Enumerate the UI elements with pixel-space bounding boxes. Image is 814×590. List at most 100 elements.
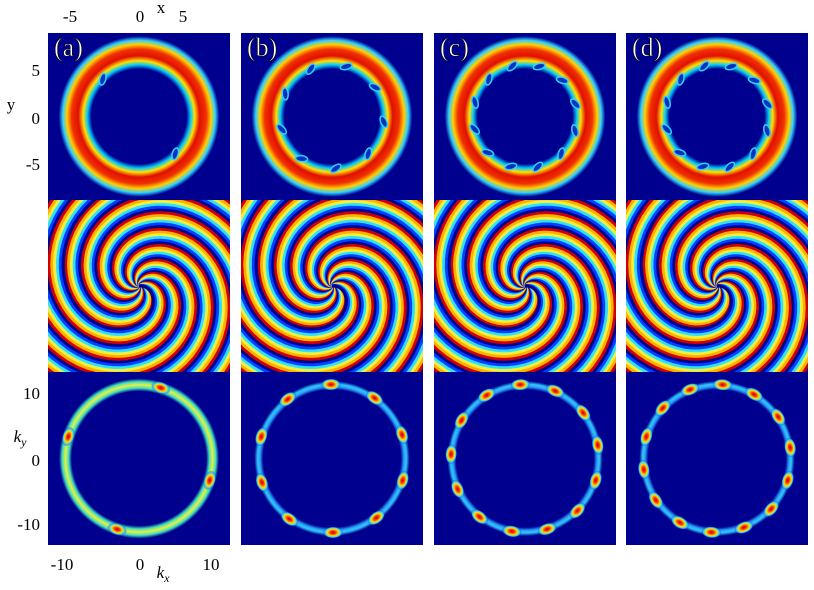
k-blob: [320, 378, 341, 391]
phase-stripe: [241, 256, 393, 372]
vortex: [557, 147, 566, 161]
phase-stripe: [88, 202, 230, 307]
k-blob: [323, 526, 344, 539]
k-blob: [591, 435, 604, 455]
phase-stripe: [241, 200, 362, 347]
phase-stripe: [48, 267, 187, 367]
panel-density: [48, 33, 230, 200]
k-blob: [648, 491, 664, 510]
k-blob: [680, 382, 700, 397]
phase-stripe: [241, 200, 375, 361]
phase-stripe: [257, 200, 423, 329]
tick-label: 5: [32, 61, 41, 80]
vortex: [662, 95, 671, 109]
vortex: [569, 98, 581, 110]
phase-stripe: [241, 200, 364, 350]
phase-stripe: [472, 200, 616, 309]
k-blob: [470, 509, 489, 525]
phase-stripe: [86, 200, 230, 309]
phase-stripe: [114, 230, 228, 372]
phase-stripe: [268, 200, 423, 318]
phase-stripe: [434, 200, 557, 350]
panel-label: (d): [632, 33, 662, 62]
phase-stripe: [111, 227, 230, 372]
phase-stripe: [434, 200, 560, 353]
phase-stripe: [48, 261, 195, 372]
phase-stripe: [626, 267, 765, 367]
phase-stripe: [107, 222, 230, 372]
vortex: [364, 147, 373, 161]
phase-stripe: [48, 200, 179, 358]
phase-stripe: [480, 208, 616, 372]
tick-label: 10: [203, 555, 220, 574]
phase-stripe: [434, 200, 553, 345]
phase-stripe: [466, 200, 616, 314]
phase-stripe: [265, 200, 423, 321]
phase-stripe: [664, 200, 808, 309]
vortex: [506, 60, 518, 72]
phase-stripe: [295, 216, 423, 372]
phase-stripe: [434, 246, 597, 372]
k-blob: [450, 479, 465, 499]
phase-stripe: [246, 200, 355, 339]
phase-stripe: [642, 200, 808, 329]
panel-phase: [626, 200, 808, 372]
tick-label: 0: [136, 7, 145, 26]
phase-stripe: [434, 265, 576, 370]
phase-stripe: [287, 208, 423, 372]
phase-stripe: [58, 200, 158, 334]
phase-stripe: [48, 258, 198, 372]
k-blob: [589, 470, 603, 491]
panel-phase: [48, 200, 230, 372]
axis-label: x: [157, 0, 166, 17]
vortex: [276, 123, 288, 135]
phase-stripe: [464, 200, 616, 316]
vortex: [532, 62, 546, 71]
k-blob: [637, 459, 650, 480]
phase-stripe: [626, 200, 752, 353]
phase-stripe: [241, 246, 404, 372]
vortex: [470, 95, 479, 109]
phase-stripe: [626, 200, 757, 358]
phase-stripe: [241, 261, 388, 372]
phase-stripe: [680, 216, 808, 372]
phase-stripe: [698, 238, 798, 372]
phase-stripe: [669, 205, 808, 305]
k-blob: [537, 522, 557, 536]
vortex: [484, 72, 493, 86]
phase-stripe: [241, 200, 369, 356]
phase-stripe: [48, 249, 209, 372]
vortex: [379, 115, 389, 129]
panel-phase: [434, 200, 616, 372]
vortex: [571, 124, 580, 138]
phase-stripe: [241, 200, 377, 364]
k-ring: [59, 378, 219, 539]
k-blob: [61, 426, 75, 447]
phase-stripe: [455, 200, 616, 323]
k-blob: [744, 387, 764, 402]
k-blob: [365, 390, 384, 406]
label-sub: y: [20, 435, 27, 449]
phase-stripe: [313, 238, 413, 372]
phase-stripe: [99, 214, 230, 372]
k-blob: [395, 424, 409, 445]
phase-stripe: [248, 200, 353, 337]
phase-stripe: [626, 200, 749, 350]
phase-stripe: [48, 254, 203, 372]
tick-label: -10: [17, 515, 40, 534]
phase-stripe: [658, 200, 808, 314]
phase-stripe: [434, 251, 592, 372]
phase-stripe: [48, 246, 211, 372]
phase-stripe: [109, 225, 230, 372]
phase-stripe: [241, 267, 380, 367]
phase-stripe: [506, 238, 606, 372]
k-blob: [510, 378, 531, 391]
vortex: [676, 72, 685, 86]
phase-stripe: [67, 200, 230, 326]
ring: [250, 34, 414, 199]
phase-stripe: [687, 225, 808, 372]
phase-stripe: [104, 219, 230, 372]
phase-stripe: [626, 263, 770, 372]
phase-stripe: [241, 241, 410, 372]
k-blob: [654, 399, 671, 417]
